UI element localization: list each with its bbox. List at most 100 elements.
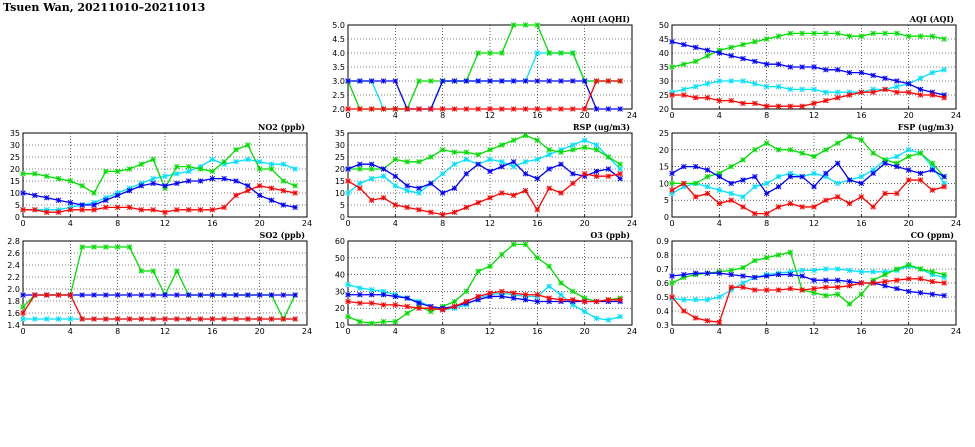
- no2-point-cyan: [209, 156, 216, 163]
- o3-point-green: [522, 241, 529, 248]
- rsp-point-blue: [522, 171, 529, 177]
- aqhi-point-green: [487, 50, 493, 56]
- fsp-point-red: [775, 204, 782, 210]
- so2-point-red: [79, 316, 85, 322]
- aqi-point-green: [834, 30, 841, 37]
- fsp-series-line-blue: [671, 162, 945, 195]
- rsp-point-cyan: [368, 175, 375, 182]
- no2-point-blue: [256, 192, 263, 199]
- aqhi-point-blue: [345, 78, 351, 84]
- aqhi-point-blue: [570, 78, 576, 84]
- co-point-red: [882, 278, 888, 285]
- aqi-point-cyan: [823, 89, 829, 95]
- co-point-red: [905, 276, 912, 282]
- no2-point-green: [138, 161, 145, 167]
- fsp-point-green: [811, 153, 817, 160]
- co-point-red: [763, 287, 770, 293]
- so2-point-green: [174, 268, 180, 274]
- co-series-blue: [669, 270, 947, 299]
- no2-point-blue: [79, 202, 85, 208]
- aqi-point-cyan: [763, 83, 770, 90]
- o3-point-red: [380, 302, 387, 308]
- rsp-xtick-label: 0: [345, 219, 350, 228]
- co-xtick-label: 8: [764, 327, 769, 336]
- so2-xtick-label: 20: [255, 327, 265, 336]
- aqhi-point-green: [522, 22, 529, 28]
- so2-point-blue: [185, 292, 192, 298]
- aqhi-panel: 0 4 8 12 16 20 24 2.0 2.5 3.0 3.5 4.0 4.5 5.0 AQHI (AQ…: [332, 14, 637, 120]
- rsp-point-red: [546, 185, 552, 191]
- fsp-xtick-label: 16: [856, 219, 866, 228]
- aqi-point-cyan: [811, 86, 817, 93]
- so2-point-blue: [221, 292, 227, 298]
- so2-point-blue: [174, 292, 180, 298]
- aqi-point-blue: [834, 67, 841, 73]
- co-point-cyan: [846, 267, 853, 274]
- so2-point-red: [280, 316, 287, 322]
- co-point-red: [846, 283, 853, 289]
- co-xtick-label: 0: [669, 327, 674, 336]
- no2-ytick-label: 20: [10, 165, 20, 174]
- fsp-point-green: [905, 153, 912, 160]
- rsp-point-red: [487, 195, 493, 201]
- aqi-point-red: [681, 92, 687, 98]
- no2-point-green: [67, 178, 74, 184]
- aqi-point-blue: [846, 69, 853, 76]
- aqhi-chart-title: AQHI (AQHI): [570, 14, 631, 24]
- so2-ytick-label: 2.4: [7, 261, 20, 270]
- co-point-blue: [846, 278, 853, 285]
- no2-point-green: [256, 166, 263, 172]
- no2-point-green: [292, 183, 298, 189]
- so2-point-cyan: [20, 316, 26, 322]
- fsp-xtick-label: 8: [764, 219, 769, 228]
- no2-point-green: [268, 166, 275, 172]
- aqi-point-red: [740, 100, 746, 107]
- o3-point-blue: [499, 293, 505, 300]
- aqhi-ytick-label: 2.0: [332, 105, 345, 114]
- so2-point-red: [233, 316, 239, 322]
- no2-point-blue: [233, 178, 239, 184]
- rsp-point-green: [439, 147, 446, 153]
- rsp-point-cyan: [451, 161, 458, 167]
- fsp-point-cyan: [905, 147, 912, 153]
- so2-point-cyan: [55, 316, 62, 322]
- rsp-xtick-label: 12: [485, 219, 495, 228]
- rsp-point-red: [439, 211, 446, 218]
- no2-point-green: [185, 163, 192, 170]
- rsp-point-cyan: [593, 142, 600, 148]
- rsp-point-cyan: [487, 156, 493, 163]
- fsp-point-red: [941, 184, 947, 190]
- no2-point-green: [280, 178, 287, 184]
- o3-point-cyan: [617, 313, 623, 320]
- o3-point-red: [593, 298, 600, 305]
- fsp-point-green: [775, 147, 782, 153]
- so2-xtick-label: 16: [207, 327, 217, 336]
- co-point-blue: [941, 292, 947, 299]
- no2-point-cyan: [162, 173, 168, 179]
- aqi-point-green: [763, 36, 770, 42]
- fsp-point-blue: [716, 173, 723, 180]
- aqi-point-red: [823, 97, 829, 104]
- rsp-point-green: [605, 154, 612, 160]
- aqhi-point-blue: [558, 78, 564, 84]
- so2-point-red: [32, 292, 38, 298]
- rsp-ytick-label: 35: [335, 129, 345, 138]
- no2-point-blue: [162, 183, 168, 189]
- o3-point-red: [558, 297, 564, 303]
- aqhi-ytick-label: 2.5: [332, 91, 345, 100]
- o3-point-red: [404, 303, 410, 310]
- aqi-point-red: [775, 103, 782, 109]
- rsp-xtick-label: 24: [627, 219, 637, 228]
- aqhi-point-red: [605, 78, 612, 84]
- aqi-point-blue: [917, 86, 924, 93]
- aqhi-point-red: [368, 106, 375, 112]
- aqi-point-green: [941, 36, 947, 42]
- co-ytick-label: 0.7: [656, 265, 669, 274]
- co-point-green: [846, 301, 853, 307]
- no2-point-blue: [103, 197, 109, 203]
- fsp-ytick-label: 10: [659, 179, 669, 188]
- rsp-point-green: [558, 149, 564, 155]
- rsp-xtick-label: 4: [393, 219, 398, 228]
- aqhi-point-cyan: [534, 50, 541, 56]
- co-point-blue: [669, 273, 675, 279]
